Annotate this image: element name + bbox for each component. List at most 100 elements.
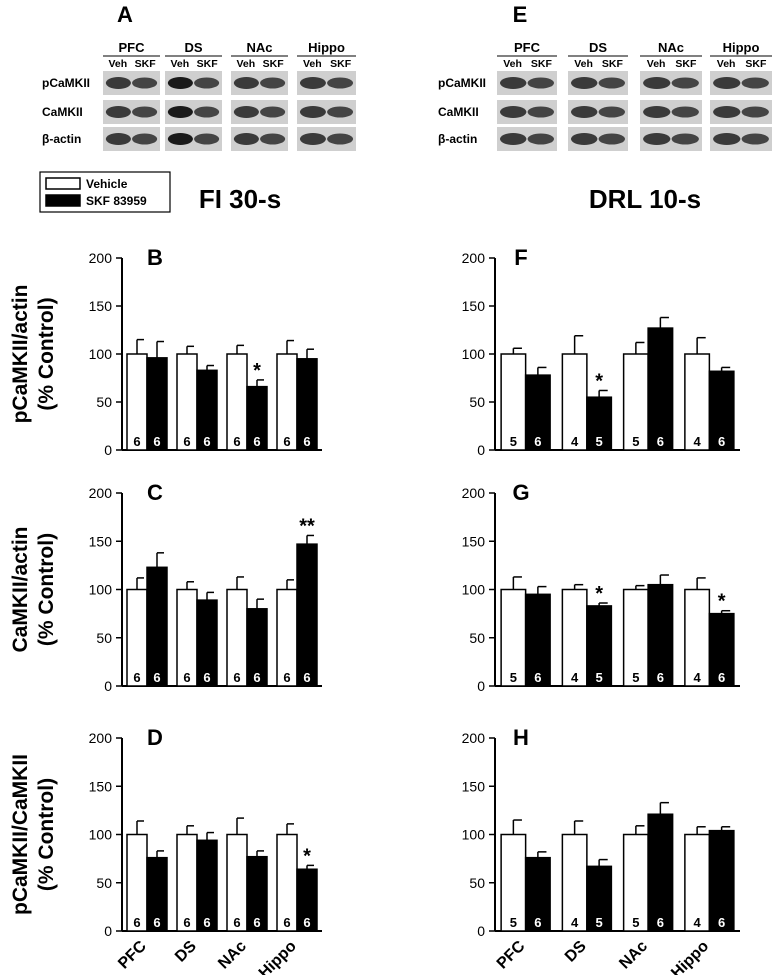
n-label: 5 [596,915,603,930]
n-label: 6 [133,434,140,449]
blot-band [671,77,699,89]
blot-band [167,77,193,89]
x-category-label: DS [562,938,590,966]
y-tick-label: 50 [96,630,112,646]
x-category-label: Hippo [668,938,712,975]
blot-lane-label: SKF [675,58,697,70]
bar-vehicle [622,353,649,451]
blot-band [105,77,131,89]
n-label: 6 [253,434,260,449]
y-axis-label: (% Control) [35,533,58,646]
blot-band [571,77,598,89]
n-label: 6 [534,434,541,449]
blot-band [233,77,259,89]
bar-vehicle [684,588,711,687]
n-label: 6 [534,915,541,930]
n-label: 6 [283,915,290,930]
blot-band [132,77,158,89]
blot-lane-label: Veh [503,58,522,70]
blot-band [105,133,131,145]
bar-vehicle [500,353,527,451]
blot-row-label: pCaMKII [42,76,90,90]
y-tick-label: 200 [462,485,486,501]
y-tick-label: 200 [89,730,113,746]
bar-skf [296,543,318,687]
n-label: 6 [133,915,140,930]
y-tick-label: 150 [89,298,113,314]
bar-skf [708,612,735,687]
column-title: FI 30-s [199,184,281,214]
blot-lane-label: Veh [717,58,736,70]
blot-band [598,133,625,145]
blot-band [194,77,220,89]
blot-band [167,106,193,118]
y-tick-label: 100 [462,827,486,843]
blot-row-label: CaMKII [42,105,83,119]
blot-band [643,106,671,118]
n-label: 6 [183,434,190,449]
blot-region-label: Hippo [308,40,345,55]
blot-band [167,133,193,145]
y-tick-label: 50 [469,875,485,891]
blot-lane-label: Veh [170,58,189,70]
y-tick-label: 200 [89,485,113,501]
chart-panel-G: 0 50 100 150 200 G 5 6 4 5 * 5 6 4 6 * [462,480,740,694]
y-tick-label: 0 [477,923,485,939]
blot-region-label: DS [589,40,607,55]
bar-skf [524,374,551,451]
n-label: 6 [283,434,290,449]
significance-label: * [253,360,261,382]
y-tick-label: 50 [96,875,112,891]
n-label: 6 [233,434,240,449]
blot-band [598,106,625,118]
blot-band [527,106,554,118]
blot-lane-label: SKF [135,58,157,70]
panel-letter: B [147,245,163,270]
y-tick-label: 100 [462,582,486,598]
panel-letter: A [117,2,133,27]
n-label: 6 [534,670,541,685]
legend: Vehicle SKF 83959 [39,171,171,213]
n-label: 5 [596,670,603,685]
column-title: DRL 10-s [589,184,701,214]
legend-label-vehicle: Vehicle [86,177,128,191]
bar-vehicle [622,588,649,687]
y-tick-label: 200 [462,250,486,266]
panel-letter: D [147,725,163,750]
blot-region-label: NAc [658,40,684,55]
blot-band [571,106,598,118]
n-label: 6 [153,670,160,685]
n-label: 6 [183,915,190,930]
blot-band [741,77,769,89]
x-category-label: PFC [115,937,150,972]
n-label: 6 [718,670,725,685]
blot-band [299,133,326,145]
n-label: 6 [718,434,725,449]
y-axis-label: pCaMKII/CaMKII [9,754,32,915]
blot-band [527,77,554,89]
blot-band [233,106,259,118]
bar-skf [647,583,674,687]
blot-band [260,106,286,118]
blot-band [643,77,671,89]
x-category-label: DS [172,938,200,966]
panel-letter: G [512,480,529,505]
blot-region-label: DS [184,40,202,55]
significance-label: * [595,583,603,605]
y-tick-label: 50 [96,394,112,410]
n-label: 6 [233,915,240,930]
bar-skf [586,396,613,451]
n-label: 4 [571,434,579,449]
blot-band [598,77,625,89]
n-label: 6 [657,670,664,685]
bar-skf [586,865,613,932]
blot-row-label: pCaMKII [438,76,486,90]
n-label: 6 [303,915,310,930]
n-label: 6 [253,915,260,930]
y-tick-label: 50 [469,630,485,646]
blot-lane-label: Veh [647,58,666,70]
n-label: 6 [203,915,210,930]
n-label: 6 [203,670,210,685]
